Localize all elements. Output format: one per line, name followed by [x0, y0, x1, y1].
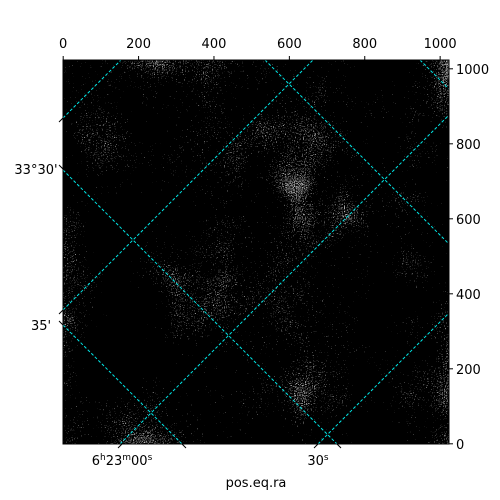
x-tick-label: 600	[277, 37, 302, 52]
world-ticks	[58, 117, 342, 449]
ra-tick-part: 00	[131, 454, 148, 469]
y-tick-label: 800	[456, 138, 481, 153]
ra-tick-part: s	[148, 453, 153, 463]
x-tick-label: 200	[126, 37, 151, 52]
ra-tick-part: 30	[307, 454, 324, 469]
ra-tick-part: h	[100, 453, 106, 463]
y-tick-label: 400	[456, 288, 481, 303]
x-tick-label: 1000	[424, 37, 457, 52]
ra-tick-part: 23	[106, 454, 123, 469]
x-tick-label: 0	[59, 37, 67, 52]
y-tick-label: 0	[456, 438, 464, 453]
y-tick-label: 1000	[456, 63, 489, 78]
x-tick-label: 800	[352, 37, 377, 52]
x-axis-label: pos.eq.ra	[226, 476, 287, 491]
y-tick-label: 600	[456, 213, 481, 228]
coordinate-grid	[63, 60, 449, 444]
x-tick-label: 400	[202, 37, 227, 52]
ra-tick-part: s	[324, 453, 329, 463]
ra-tick-label: 6h23m00s	[92, 453, 153, 469]
ra-tick-label: 30s	[307, 453, 329, 469]
ra-tick-part: m	[122, 453, 131, 463]
sky-image	[63, 60, 449, 444]
ra-tick-part: 6	[92, 454, 100, 469]
dec-tick-label: 33°30'	[14, 163, 57, 178]
dec-tick-label: 35'	[31, 319, 51, 334]
frame	[62, 59, 450, 445]
y-tick-label: 200	[456, 363, 481, 378]
